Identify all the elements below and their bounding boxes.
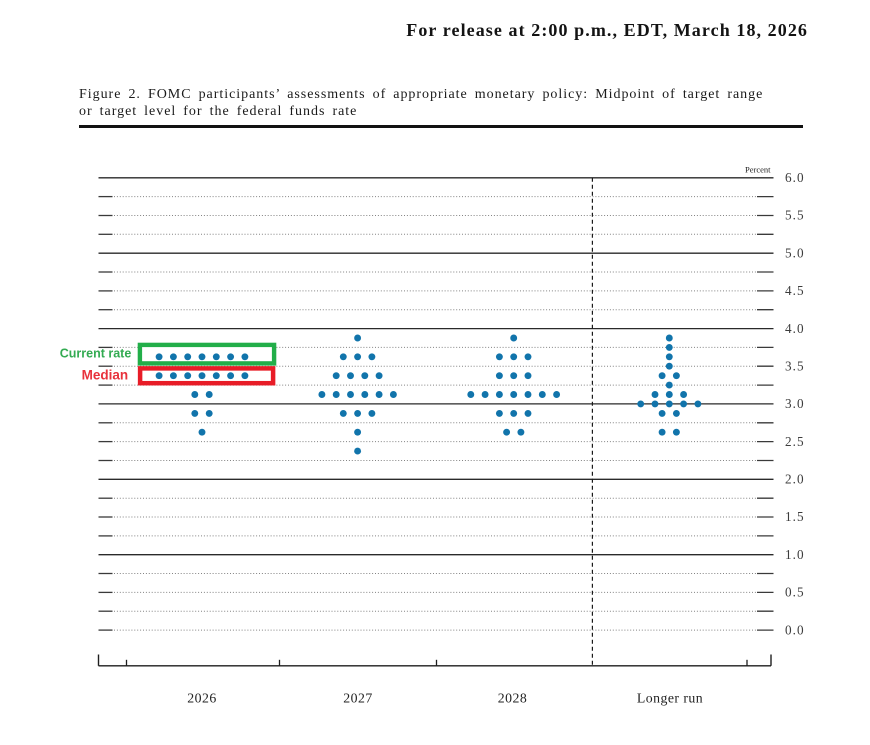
svg-text:1.5: 1.5 [785, 509, 805, 524]
svg-text:3.5: 3.5 [785, 358, 805, 373]
svg-text:3.0: 3.0 [785, 396, 805, 411]
svg-text:1.0: 1.0 [785, 547, 805, 562]
svg-text:2.0: 2.0 [785, 472, 805, 487]
svg-text:0.5: 0.5 [785, 585, 805, 600]
svg-text:Percent: Percent [745, 164, 771, 174]
svg-text:5.5: 5.5 [785, 208, 805, 223]
svg-text:2.5: 2.5 [785, 434, 805, 449]
svg-text:Median: Median [82, 368, 129, 383]
svg-text:4.0: 4.0 [785, 321, 805, 336]
svg-text:5.0: 5.0 [785, 245, 805, 260]
svg-text:2028: 2028 [498, 690, 527, 705]
svg-text:Current rate: Current rate [60, 347, 132, 361]
svg-text:Longer run: Longer run [637, 690, 703, 705]
svg-text:6.0: 6.0 [785, 170, 805, 185]
svg-text:2027: 2027 [343, 690, 372, 705]
svg-text:0.0: 0.0 [785, 622, 805, 637]
svg-text:4.5: 4.5 [785, 283, 805, 298]
svg-text:2026: 2026 [187, 690, 216, 705]
